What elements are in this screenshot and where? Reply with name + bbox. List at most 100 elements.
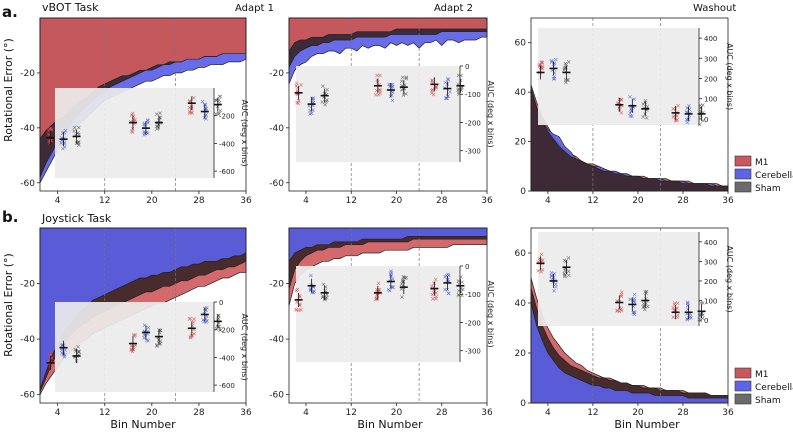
inset-point-sham [456,279,461,283]
inset-point-cerebellar [685,120,690,125]
x-tick-label: 36 [481,196,493,206]
inset-point-m1 [671,305,675,310]
inset-point-m1 [615,309,620,313]
legend-bottom: M1 Cerebellar Sham [734,367,793,406]
y-tick-label: -60 [269,391,284,401]
inset-tick-label: -200 [219,327,235,335]
x-tick-label: 4 [55,196,61,206]
inset-point-cerebellar [390,90,395,95]
inset-point-m1 [539,252,544,257]
legend-label-m1: M1 [755,370,769,380]
inset-point-cerebellar [445,77,450,81]
inset-point-m1 [433,297,438,301]
inset-point-m1 [49,127,54,131]
x-tick-label: 12 [587,196,598,206]
inset-point-sham [700,301,705,305]
y-tick-label: -40 [20,335,35,345]
inset-point-sham [457,293,461,297]
panel-b1: 0 -200 -400 -600 AUC (deg x bins) 4 12 20 28 36 -6… [20,227,252,418]
inset-point-cerebellar [685,106,689,110]
inset-point-sham [158,111,162,115]
inset-point-m1 [671,315,676,319]
inset-point-cerebellar [549,274,553,278]
legend-top: M1 Cerebellar Sham [734,155,793,194]
inset-point-m1 [619,307,623,311]
inset-point-cerebellar [62,354,67,359]
inset-point-cerebellar [307,104,311,108]
inset-tick-label: 0 [704,116,708,124]
area-series-cerebellar [530,302,729,404]
inset-tick-label: -300 [465,348,481,356]
inset-point-cerebellar [391,285,395,290]
inset-point-m1 [190,334,194,339]
inset-point-sham [644,289,649,294]
inset-point-cerebellar [311,290,316,295]
plot-frame [530,227,729,404]
x-tick-label: 28 [677,408,689,418]
inset-point-m1 [294,308,298,312]
plot-frame [530,17,729,192]
area-series-sham [288,227,488,290]
inset-point-sham [697,314,702,318]
inset-point-m1 [294,81,299,85]
x-tick-label: 12 [346,408,357,418]
inset-point-m1 [619,294,624,299]
inset-point-m1 [376,92,381,97]
panel-a1: -200 -400 -600 AUC (deg x bins) 4 12 20 28 36 -60… [20,17,252,206]
inset-tick-label: -400 [219,140,235,148]
inset-point-cerebellar [202,116,207,120]
y-tick-label: -40 [269,335,284,345]
inset-point-sham [401,280,406,284]
inset-y-axis-label: AUC (deg x bins) [240,313,249,380]
inset-point-cerebellar [552,288,556,293]
inset-tick-label: -300 [465,148,481,156]
inset-point-m1 [295,88,299,93]
inset-point-sham [401,93,406,97]
inset-tick-label: 200 [704,76,717,84]
inset-point-sham [643,99,648,103]
inset-point-sham [563,274,567,279]
column-title-washout: Washout [693,3,736,14]
inset-tick-label: 100 [704,298,717,306]
inset-point-cerebellar [552,75,556,79]
y-tick-label: 20 [515,138,527,148]
inset-point-cerebellar [632,297,637,301]
inset-point-cerebellar [632,310,636,314]
inset-point-cerebellar [204,305,209,310]
inset-point-sham [641,301,646,306]
inset-point-cerebellar [60,343,64,348]
inset-y-axis-label: AUC (deg x bins) [725,245,734,312]
area-series-m1 [288,17,488,53]
inset-point-m1 [675,315,680,320]
inset-point-m1 [540,64,545,69]
inset-point-m1 [46,132,50,136]
legend-label-cerebellar: Cerebellar [755,383,793,393]
inset-point-sham [323,289,328,293]
inset-point-m1 [50,356,54,360]
y-tick-label: -20 [20,280,35,290]
inset-point-sham [566,269,571,274]
inset-point-sham [74,349,78,353]
legend-swatch-sham [734,181,752,193]
inset-point-m1 [376,281,381,286]
inset-point-sham [325,98,329,102]
inset-point-m1 [190,333,194,338]
inset-point-m1 [295,300,299,305]
inset-point-m1 [376,287,381,292]
inset-point-m1 [190,323,195,328]
inset-point-m1 [675,301,680,306]
inset-point-m1 [619,292,624,297]
inset-point-sham [218,94,222,99]
inset-point-sham [76,344,80,349]
inset-point-sham [320,100,325,104]
inset-point-m1 [296,99,301,103]
inset-tick-label: 400 [704,239,717,247]
x-tick-label: 4 [303,408,309,418]
inset-point-sham [76,349,81,353]
inset-point-sham [645,104,650,109]
inset-tick-label: -200 [219,113,235,121]
x-tick-label: 36 [481,408,493,418]
inset-point-m1 [192,317,196,321]
x-tick-label: 36 [240,408,252,418]
